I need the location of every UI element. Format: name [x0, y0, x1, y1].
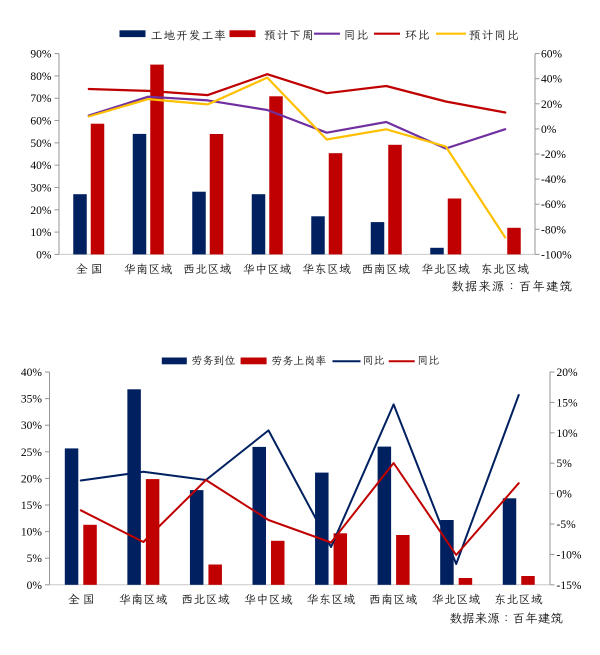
svg-text:80%: 80% [30, 71, 52, 83]
svg-text:0%: 0% [541, 124, 557, 136]
svg-text:10%: 10% [21, 527, 43, 539]
svg-text:70%: 70% [30, 93, 52, 105]
svg-text:20%: 20% [557, 367, 579, 379]
svg-text:60%: 60% [541, 49, 563, 61]
svg-text:-5%: -5% [557, 519, 577, 531]
svg-text:40%: 40% [541, 74, 563, 86]
svg-text:10%: 10% [30, 227, 52, 239]
svg-text:5%: 5% [27, 553, 43, 565]
svg-text:20%: 20% [21, 473, 43, 485]
svg-text:0%: 0% [27, 580, 43, 592]
svg-text:30%: 30% [21, 420, 43, 432]
svg-text:40%: 40% [21, 367, 43, 379]
svg-text:30%: 30% [30, 183, 52, 195]
svg-text:-10%: -10% [557, 549, 582, 561]
svg-text:-100%: -100% [541, 249, 572, 261]
svg-text:15%: 15% [557, 397, 579, 409]
svg-text:0%: 0% [36, 249, 52, 261]
svg-text:50%: 50% [30, 138, 52, 150]
svg-text:5%: 5% [557, 458, 573, 470]
svg-text:0%: 0% [557, 489, 573, 501]
svg-text:90%: 90% [30, 49, 52, 61]
svg-text:-40%: -40% [541, 174, 566, 186]
svg-text:20%: 20% [541, 99, 563, 111]
svg-text:35%: 35% [21, 394, 43, 406]
svg-text:20%: 20% [30, 205, 52, 217]
svg-text:-15%: -15% [557, 580, 582, 592]
svg-text:10%: 10% [557, 428, 579, 440]
svg-text:-20%: -20% [541, 149, 566, 161]
svg-text:-80%: -80% [541, 224, 566, 236]
svg-text:-60%: -60% [541, 199, 566, 211]
svg-text:40%: 40% [30, 160, 52, 172]
svg-text:60%: 60% [30, 116, 52, 128]
svg-text:25%: 25% [21, 447, 43, 459]
svg-text:15%: 15% [21, 500, 43, 512]
